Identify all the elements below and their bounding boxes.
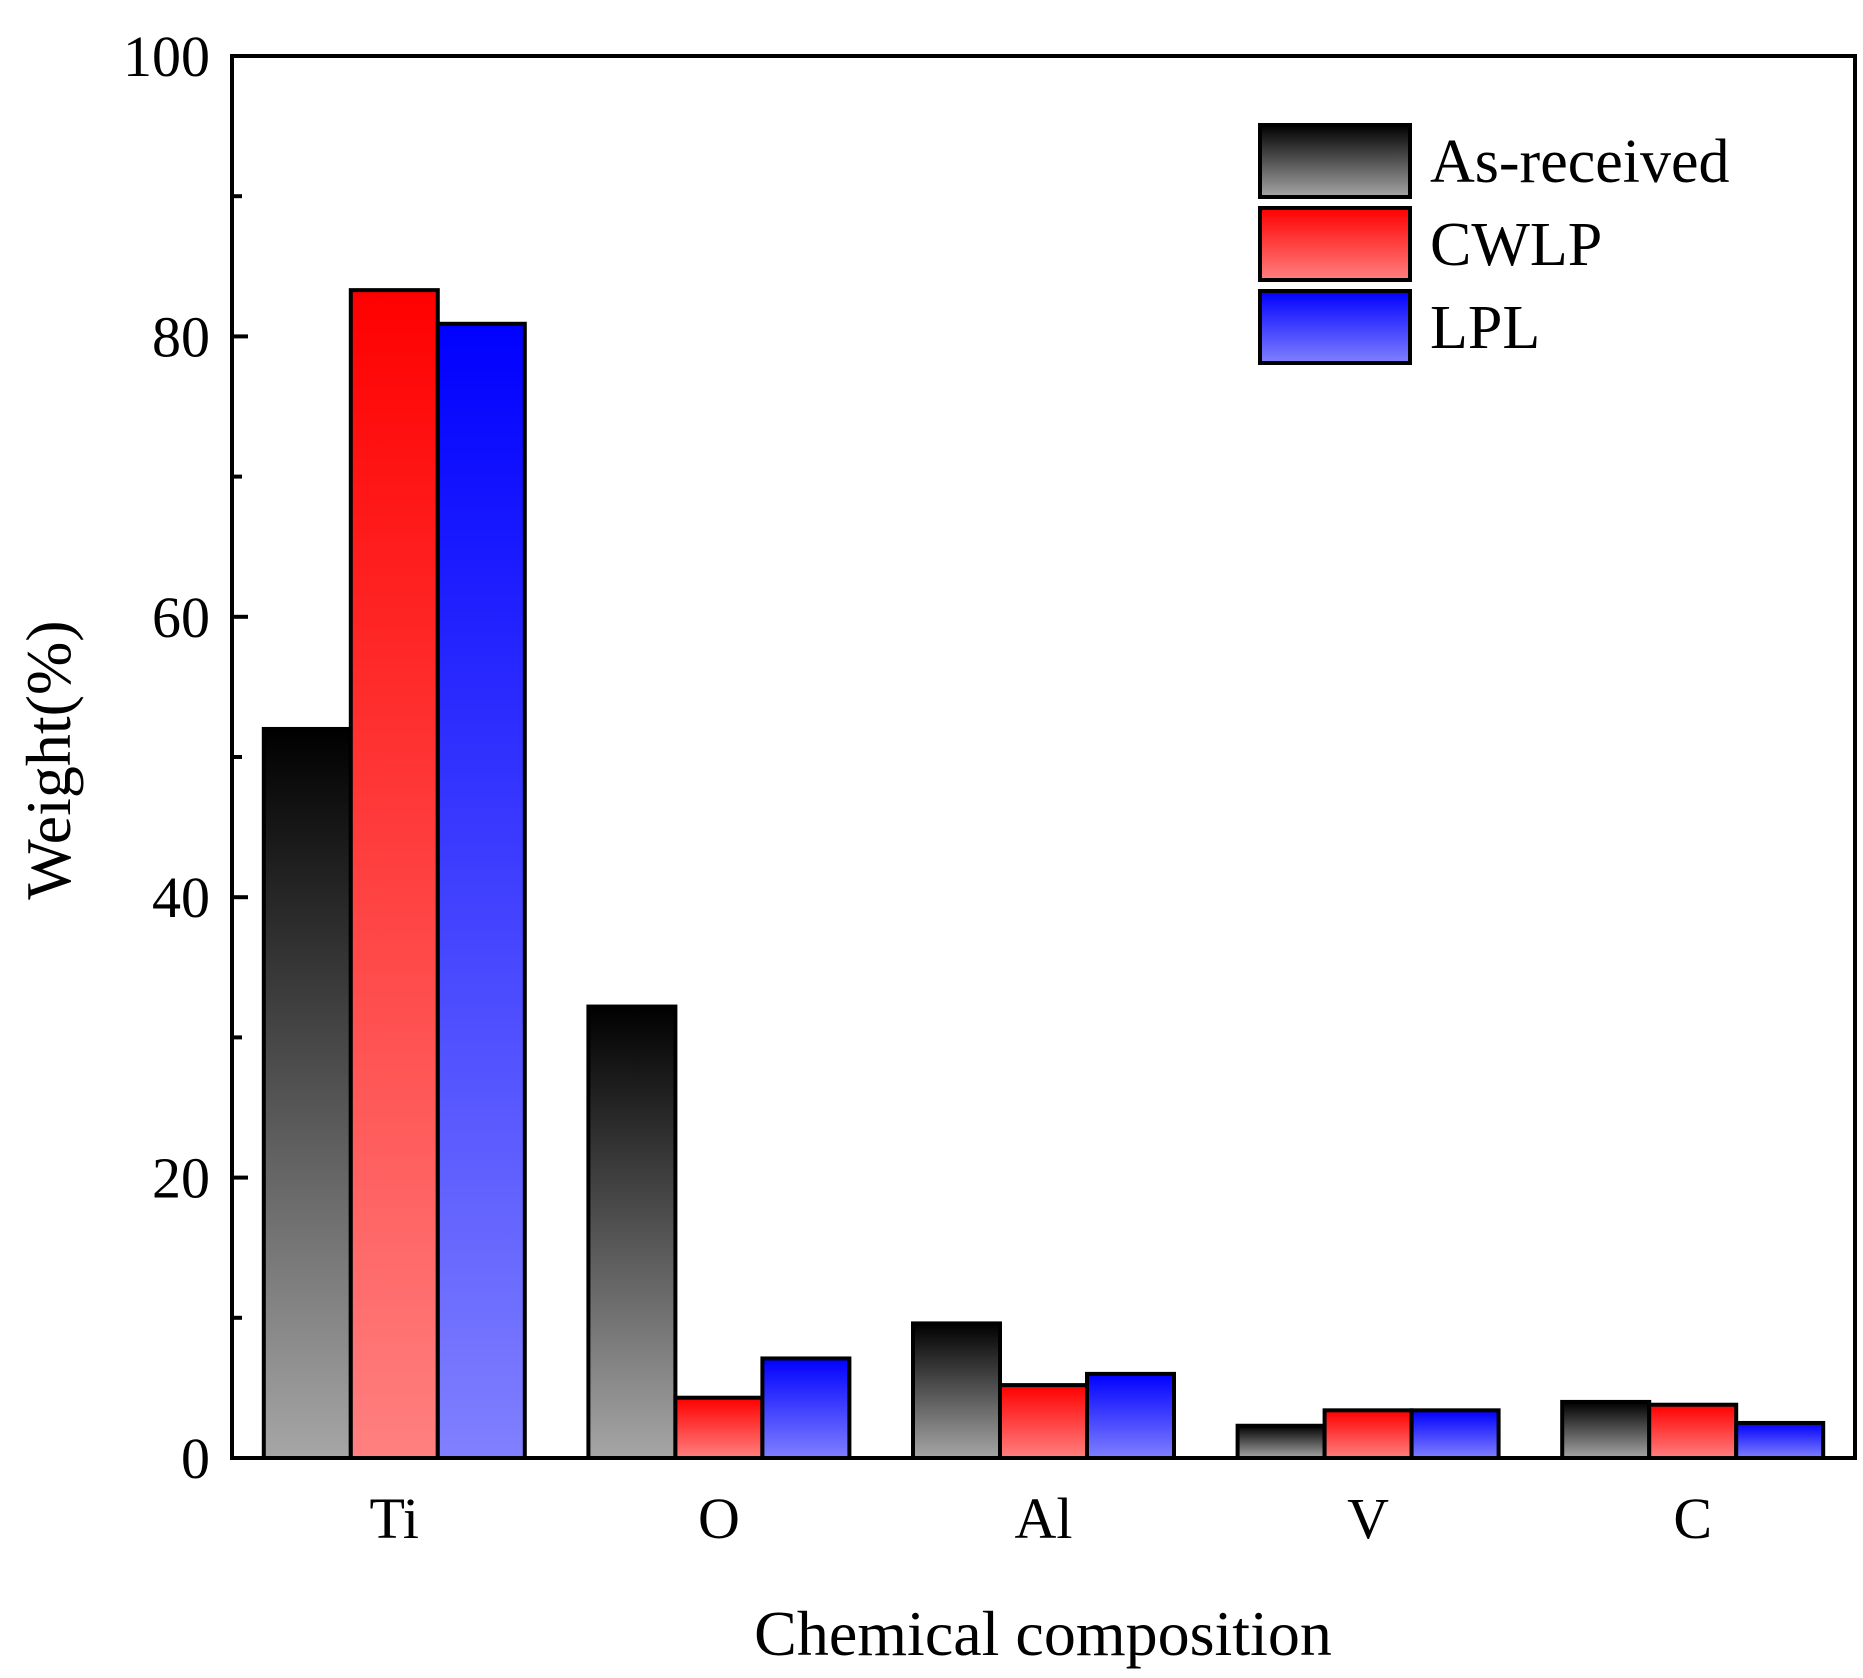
bar-al-lpl bbox=[1085, 1371, 1176, 1461]
x-tick-label-v: V bbox=[1347, 1486, 1389, 1551]
bar-c-as-received bbox=[1560, 1399, 1652, 1461]
x-tick-label-ti: Ti bbox=[370, 1486, 420, 1551]
y-tick-label: 100 bbox=[123, 24, 210, 89]
bar-ti-as-received bbox=[261, 726, 353, 1460]
y-tick-label: 20 bbox=[152, 1146, 210, 1211]
legend-label-cwlp: CWLP bbox=[1430, 211, 1602, 279]
y-axis-title: Weight(%) bbox=[13, 620, 84, 899]
bar-o-lpl bbox=[760, 1356, 852, 1461]
x-tick-label-c: C bbox=[1673, 1486, 1712, 1551]
legend-label-lpl: LPL bbox=[1430, 294, 1540, 362]
bar-ti-cwlp bbox=[348, 288, 440, 1460]
bar-v-lpl bbox=[1409, 1408, 1501, 1461]
bar-al-cwlp bbox=[998, 1383, 1089, 1460]
bar-o-as-received bbox=[586, 1004, 678, 1461]
bar-o-cwlp bbox=[673, 1395, 765, 1460]
bar-c-cwlp bbox=[1647, 1402, 1739, 1460]
legend-swatch-cwlp bbox=[1258, 206, 1412, 282]
bar-v-cwlp bbox=[1322, 1408, 1414, 1461]
legend-swatch-lpl bbox=[1258, 289, 1412, 365]
bar-ti-lpl bbox=[435, 321, 527, 1461]
legend: As-received CWLP LPL bbox=[1258, 123, 1730, 365]
legend-swatch-as-received bbox=[1258, 123, 1412, 199]
y-tick-label: 80 bbox=[152, 304, 210, 369]
bar-al-as-received bbox=[911, 1321, 1002, 1460]
x-tick-label-o: O bbox=[698, 1486, 740, 1551]
bars-layer bbox=[261, 288, 1826, 1461]
x-tick-label-al: Al bbox=[1015, 1486, 1073, 1551]
bar-v-as-received bbox=[1235, 1423, 1327, 1461]
legend-label-as-received: As-received bbox=[1430, 128, 1730, 196]
x-axis-title: Chemical composition bbox=[754, 1598, 1332, 1669]
bar-c-lpl bbox=[1734, 1420, 1826, 1460]
y-tick-label: 40 bbox=[152, 865, 210, 930]
y-tick-label: 60 bbox=[152, 585, 210, 650]
y-tick-label: 0 bbox=[181, 1426, 210, 1491]
axis-layer: Ti O Al V C 0 20 40 60 80 100 bbox=[123, 24, 1857, 1551]
